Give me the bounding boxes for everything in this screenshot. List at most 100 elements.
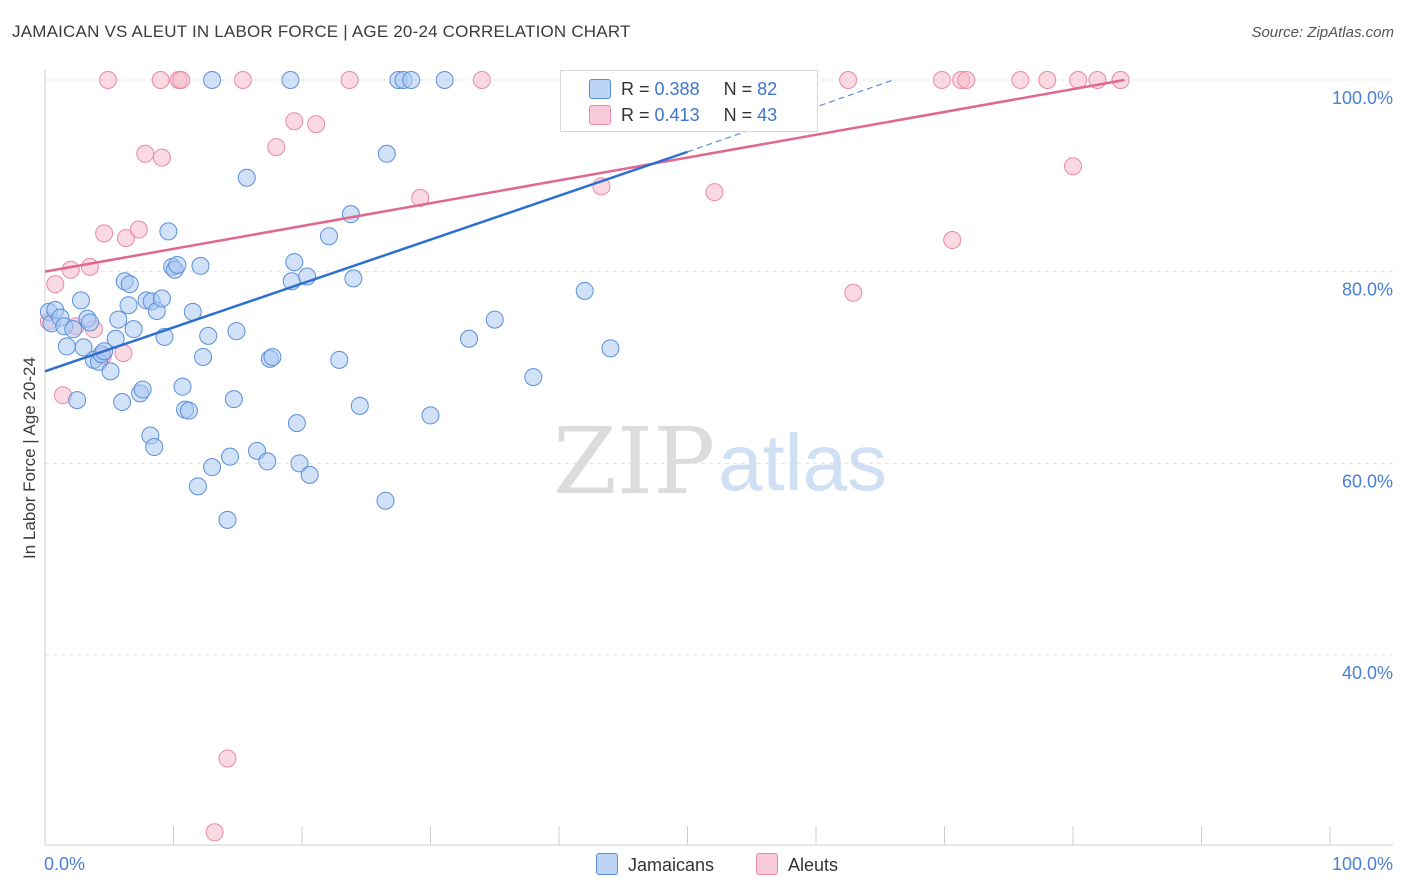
y-tick-label: 80.0%	[1342, 280, 1393, 300]
aleut-point	[205, 823, 224, 842]
bottom-legend-aleuts: Aleuts	[756, 853, 838, 876]
jamaican-point	[281, 71, 300, 89]
trend-lines	[44, 78, 1125, 373]
legend-n-value: 82	[757, 79, 778, 99]
jamaican-point	[133, 380, 152, 399]
chart-title: JAMAICAN VS ALEUT IN LABOR FORCE | AGE 2…	[12, 22, 631, 41]
jamaican-point	[64, 320, 83, 339]
jamaican-point	[402, 71, 421, 89]
jamaican-point	[330, 350, 349, 369]
watermark-zip: ZIP	[553, 408, 715, 515]
aleut-point	[136, 144, 155, 163]
jamaican-point	[290, 454, 309, 473]
jamaican-point	[601, 339, 620, 358]
legend-r-value: 0.413	[654, 105, 700, 125]
jamaican-point	[57, 337, 76, 356]
aleut-point	[943, 231, 962, 250]
legend-n-label: N =	[723, 79, 753, 99]
bottom-legend-swatch-jamaicans	[596, 853, 618, 875]
aleut-point	[129, 220, 148, 239]
aleut-point	[340, 71, 359, 89]
jamaican-point	[435, 71, 454, 89]
bottom-legend-swatch-aleuts	[756, 853, 778, 875]
jamaican-point	[263, 347, 282, 366]
watermark-atlas: atlas	[718, 418, 887, 507]
jamaican-point	[194, 347, 213, 366]
jamaican-point	[224, 390, 243, 409]
y-axis-label: In Labor Force | Age 20-24	[20, 357, 39, 559]
aleut-point	[95, 224, 114, 243]
jamaican-point	[258, 452, 277, 471]
jamaican-point	[376, 491, 395, 510]
jamaican-point	[341, 205, 360, 224]
jamaican-point	[119, 296, 138, 315]
jamaican-point	[524, 368, 543, 387]
source-label: Source: ZipAtlas.com	[1251, 24, 1394, 41]
jamaican-point	[159, 222, 178, 241]
jamaican-point	[300, 465, 319, 484]
aleut-point	[98, 71, 117, 89]
jamaicans-trend-extension	[687, 79, 894, 153]
jamaican-point	[71, 291, 90, 310]
bottom-legend-jamaicans: Jamaicans	[596, 853, 714, 876]
jamaican-point	[124, 320, 143, 339]
aleut-point	[932, 71, 951, 89]
bottom-legend-label-jamaicans: Jamaicans	[628, 855, 715, 875]
jamaican-point	[152, 289, 171, 308]
jamaican-point	[350, 396, 369, 415]
legend-n-value: 43	[757, 105, 778, 125]
x-tick-labels: 0.0% 100.0%	[44, 854, 1393, 874]
aleut-point	[80, 257, 99, 276]
aleut-point	[844, 283, 863, 302]
aleut-point	[116, 229, 135, 248]
jamaican-point	[203, 71, 222, 89]
jamaican-point	[460, 329, 479, 348]
legend-n-label: N =	[723, 105, 753, 125]
jamaican-point	[485, 310, 504, 329]
jamaican-point	[227, 322, 246, 341]
jamaican-point	[285, 253, 304, 272]
legend-swatch-aleuts	[589, 105, 611, 125]
aleut-point	[61, 260, 80, 279]
aleut-point	[472, 71, 491, 89]
jamaican-point	[199, 326, 218, 345]
aleut-point	[172, 71, 191, 89]
stats-legend: R = 0.388 N = 82 R = 0.413 N = 43	[560, 70, 818, 132]
jamaican-point	[68, 391, 87, 410]
aleut-point	[1011, 71, 1030, 89]
legend-swatch-jamaicans	[589, 79, 611, 99]
x-tick-label-max: 100.0%	[1332, 854, 1393, 874]
legend-r-label: R =	[621, 105, 650, 125]
jamaican-point	[221, 447, 240, 466]
jamaican-point	[74, 338, 93, 357]
aleut-point	[152, 148, 171, 167]
watermark: ZIP atlas	[553, 408, 887, 515]
jamaican-point	[188, 477, 207, 496]
aleut-point	[267, 138, 286, 157]
y-tick-label: 100.0%	[1332, 88, 1393, 108]
jamaican-point	[344, 269, 363, 288]
aleut-point	[218, 749, 237, 768]
x-tick-label-min: 0.0%	[44, 854, 85, 874]
jamaican-point	[80, 313, 99, 332]
jamaican-point	[203, 458, 222, 477]
jamaican-point	[287, 414, 306, 433]
axes	[44, 70, 1393, 846]
aleut-point	[705, 183, 724, 202]
jamaican-point	[173, 377, 192, 396]
aleut-point	[411, 188, 430, 207]
aleuts-trend-line	[44, 78, 1125, 273]
jamaican-point	[120, 275, 139, 294]
jamaican-point	[218, 510, 237, 529]
aleut-point	[151, 71, 170, 89]
aleut-point	[839, 71, 858, 89]
y-tick-label: 60.0%	[1342, 471, 1393, 491]
aleut-point	[233, 71, 252, 89]
aleut-point	[1038, 71, 1057, 89]
legend-row-jamaicans: R = 0.388 N = 82	[621, 79, 777, 100]
jamaican-point	[168, 255, 187, 274]
jamaicans-trend-line	[44, 150, 688, 373]
y-tick-label: 40.0%	[1342, 663, 1393, 683]
jamaican-point	[237, 168, 256, 187]
